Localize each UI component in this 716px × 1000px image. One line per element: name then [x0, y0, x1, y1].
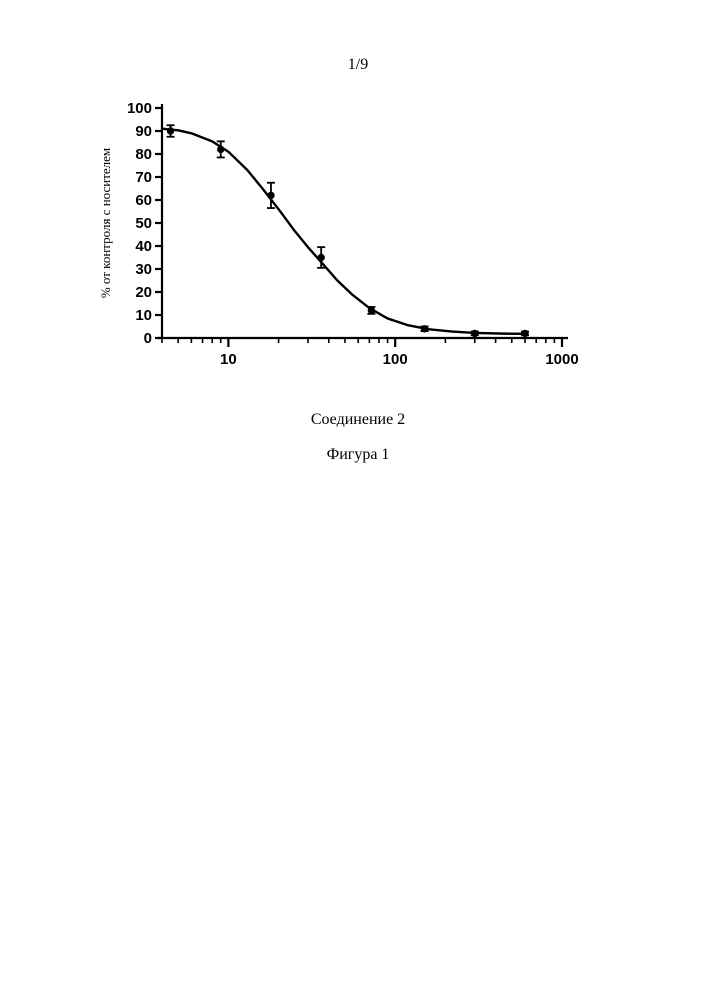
- data-marker: [167, 128, 173, 134]
- data-marker: [522, 330, 528, 336]
- caption-figure-label: Фигура 1: [0, 441, 716, 470]
- y-tick-label: 0: [144, 330, 152, 347]
- y-tick-label: 50: [135, 215, 152, 232]
- data-marker: [368, 307, 374, 313]
- x-tick-label: 1000: [545, 351, 578, 368]
- page: 1/9 0 10 20 30 40 50 60 70 80 90 100 10 100 1000 % от …: [0, 0, 716, 1000]
- data-marker: [218, 146, 224, 152]
- x-tick-label: 100: [383, 351, 408, 368]
- x-tick-label: 10: [220, 351, 237, 368]
- chart-svg: 0 10 20 30 40 50 60 70 80 90 100 10 100 1000 % от конт…: [90, 100, 610, 400]
- y-tick-label: 70: [135, 169, 152, 186]
- y-tick-label: 90: [135, 123, 152, 140]
- data-marker: [318, 254, 324, 260]
- y-axis-label: % от контроля с носителем: [98, 148, 113, 298]
- fit-curve: [162, 129, 525, 334]
- figure-caption: Соединение 2 Фигура 1: [0, 400, 716, 470]
- data-marker: [268, 192, 274, 198]
- data-marker: [472, 330, 478, 336]
- y-tick-label: 80: [135, 146, 152, 163]
- y-tick-label: 30: [135, 261, 152, 278]
- y-tick-label: 40: [135, 238, 152, 255]
- caption-compound: Соединение 2: [0, 406, 716, 435]
- y-tick-label: 100: [127, 100, 152, 117]
- y-tick-label: 60: [135, 192, 152, 209]
- data-marker: [421, 326, 427, 332]
- y-tick-label: 10: [135, 307, 152, 324]
- dose-response-chart: 0 10 20 30 40 50 60 70 80 90 100 10 100 1000 % от конт…: [90, 100, 610, 450]
- y-tick-label: 20: [135, 284, 152, 301]
- page-number: 1/9: [0, 56, 716, 74]
